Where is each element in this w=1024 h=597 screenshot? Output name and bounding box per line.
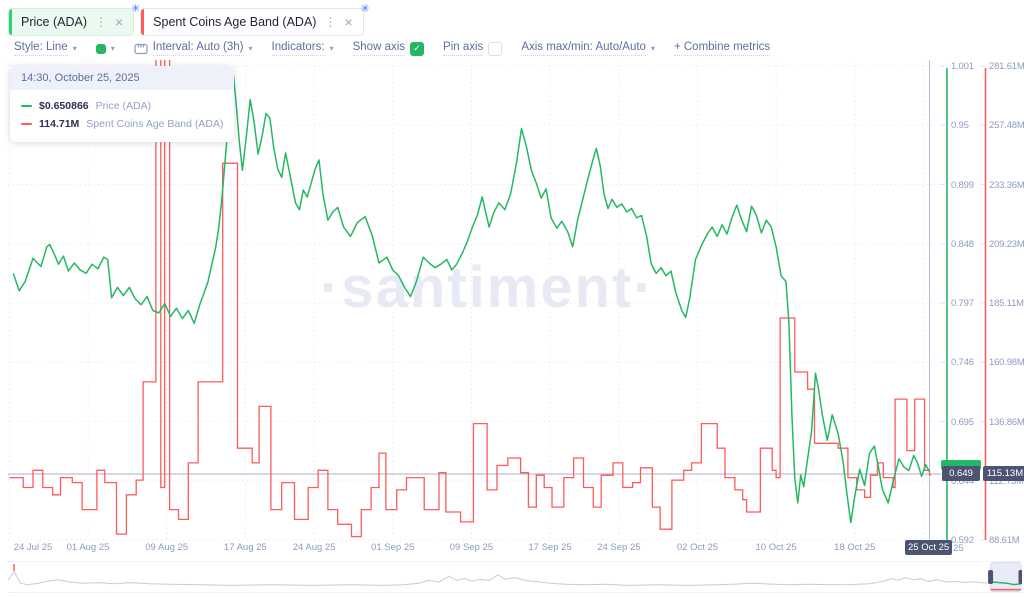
band-axis-tick: 281.61M: [989, 61, 1024, 72]
pin-axis-toggle[interactable]: Pin axis: [443, 41, 503, 56]
band-axis-tick: 257.48M: [989, 120, 1024, 132]
navigator-right-handle[interactable]: [1018, 570, 1024, 584]
metric-tabs: Price (ADA) ⋮ × ✳ Spent Coins Age Band (…: [8, 3, 370, 36]
pin-axis-checkbox[interactable]: [488, 41, 503, 56]
band-axis-tick: 112.73M: [989, 475, 1024, 487]
price-axis-tick: 0.592: [951, 535, 974, 546]
date-axis-tick: 24 Jul 25: [13, 542, 53, 553]
kebab-menu-icon[interactable]: ⋮: [324, 15, 337, 29]
price-legend-dash: [21, 105, 32, 107]
sparkle-icon: ✳: [360, 3, 370, 15]
tooltip-row-band: 114.71M Spent Coins Age Band (ADA): [21, 115, 223, 133]
tooltip-band-metric: Spent Coins Age Band (ADA): [86, 118, 224, 130]
band-series-line: [9, 60, 931, 538]
tab-accent-bar: [141, 9, 145, 35]
show-axis-checkbox[interactable]: ✓: [410, 41, 425, 56]
tooltip-price-value: $0.650866: [39, 100, 89, 112]
sparkle-icon: ✳: [130, 3, 141, 15]
chevron-down-icon: ▾: [650, 44, 655, 53]
color-swatch: [95, 43, 106, 54]
tab-accent-bar: [9, 9, 12, 35]
date-axis-tick: 09 Sep 25: [449, 542, 494, 553]
navigator-canvas[interactable]: [7, 562, 1024, 592]
tab-spent-coins-age-band-ada[interactable]: Spent Coins Age Band (ADA) ⋮ × ✳: [140, 3, 370, 36]
navigator-selected-line: [992, 581, 1022, 586]
chevron-down-icon: ▾: [248, 44, 253, 53]
color-dropdown[interactable]: ▾: [95, 43, 115, 54]
navigator-left-handle[interactable]: [988, 570, 994, 584]
date-axis-tick: 24 Aug 25: [292, 542, 336, 553]
date-axis-tick: 17 Aug 25: [223, 542, 267, 553]
price-axis-tick: 0.644: [951, 475, 974, 487]
combine-metrics-label: + Combine metrics: [673, 41, 771, 56]
chevron-down-icon: ▾: [110, 44, 115, 53]
navigator-preview-line: [7, 570, 991, 586]
date-axis-tick: 18 Oct 25: [834, 542, 876, 553]
chevron-down-icon: ▾: [329, 44, 334, 53]
close-icon[interactable]: ×: [114, 14, 124, 30]
timeline-navigator[interactable]: [7, 561, 1024, 593]
date-axis-tick: 24 Sep 25: [597, 542, 641, 553]
date-axis-tick: 02 Oct 25: [676, 542, 719, 553]
kebab-menu-icon[interactable]: ⋮: [94, 15, 107, 29]
tab-label: Spent Coins Age Band (ADA): [153, 15, 317, 29]
chart-toolbar: Style: Line ▾ ▾ Interval: Auto (3h) ▾ In…: [14, 41, 771, 56]
price-series-line: [12, 74, 931, 524]
pin-axis-label: Pin axis: [443, 41, 484, 56]
date-axis-tick: 10 Oct 25: [755, 542, 797, 553]
date-crosshair-badge: 25 Oct 25: [905, 540, 953, 555]
show-axis-toggle[interactable]: Show axis ✓: [352, 41, 425, 56]
style-dropdown[interactable]: Style: Line ▾: [14, 41, 77, 56]
indicators-label: Indicators:: [271, 41, 325, 56]
price-axis-marker: [941, 460, 981, 470]
indicators-dropdown[interactable]: Indicators: ▾: [271, 41, 334, 56]
price-crosshair-badge: 0.649: [942, 466, 980, 481]
date-axis-tick: 09 Aug 25: [145, 542, 189, 553]
band-crosshair-badge: 115.13M: [983, 466, 1024, 481]
band-axis-tick: 233.36M: [989, 179, 1024, 191]
chart-tooltip: 14:30, October 25, 2025 $0.650866 Price …: [10, 66, 235, 142]
show-axis-label: Show axis: [352, 41, 406, 56]
interval-icon: [134, 43, 148, 54]
band-axis-tick: 209.23M: [989, 238, 1024, 250]
interval-label: Interval: Auto (3h): [152, 41, 244, 56]
price-axis-tick: 0.695: [951, 416, 974, 428]
price-axis-tick: 0.797: [951, 298, 974, 309]
band-axis-tick: 185.11M: [989, 298, 1024, 309]
partial-date-tick: 25: [953, 543, 964, 554]
date-axis-tick: 01 Sep 25: [371, 542, 415, 553]
band-legend-dash: [21, 123, 32, 125]
price-axis-tick: 0.746: [951, 357, 974, 369]
santiment-watermark: ·santiment·: [320, 255, 655, 320]
tooltip-band-value: 114.71M: [39, 118, 80, 130]
tooltip-row-price: $0.650866 Price (ADA): [21, 97, 223, 115]
band-axis-tick: 88.61M: [989, 535, 1020, 546]
navigator-selection[interactable]: [990, 562, 1022, 592]
price-axis-tick: 0.95: [951, 120, 969, 132]
price-axis-tick: 0.899: [951, 179, 974, 191]
date-axis-tick: 17 Sep 25: [528, 542, 572, 553]
tab-price-ada[interactable]: Price (ADA) ⋮ × ✳: [8, 3, 140, 36]
price-axis-tick: 1.001: [951, 61, 974, 72]
tab-label: Price (ADA): [21, 15, 87, 29]
combine-metrics-button[interactable]: + Combine metrics: [673, 41, 771, 56]
chevron-down-icon: ▾: [72, 44, 77, 53]
style-label: Style: Line: [14, 41, 68, 56]
band-axis-tick: 160.98M: [989, 357, 1024, 369]
close-icon[interactable]: ×: [344, 14, 353, 30]
tooltip-timestamp: 14:30, October 25, 2025: [10, 66, 235, 90]
price-axis-tick: 0.848: [951, 238, 974, 250]
axis-maxmin-label: Axis max/min: Auto/Auto: [521, 41, 646, 56]
tooltip-price-metric: Price (ADA): [95, 100, 152, 112]
interval-dropdown[interactable]: Interval: Auto (3h) ▾: [134, 41, 253, 56]
date-axis-tick: 01 Aug 25: [66, 542, 110, 553]
axis-maxmin-dropdown[interactable]: Axis max/min: Auto/Auto ▾: [521, 41, 655, 56]
band-axis-tick: 136.86M: [989, 416, 1024, 428]
